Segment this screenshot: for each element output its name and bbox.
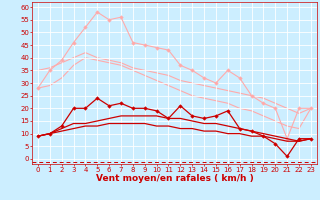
X-axis label: Vent moyen/en rafales ( km/h ): Vent moyen/en rafales ( km/h ) [96, 174, 253, 183]
